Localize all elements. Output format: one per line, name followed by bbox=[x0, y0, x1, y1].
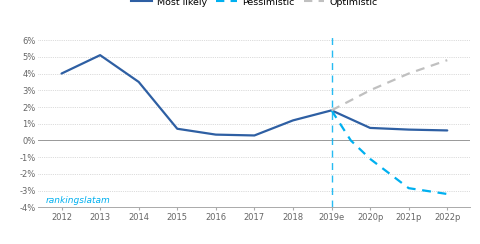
Legend: Most likely, Pessimistic, Optimistic: Most likely, Pessimistic, Optimistic bbox=[132, 0, 377, 7]
Text: rankingslatam: rankingslatam bbox=[46, 196, 111, 205]
